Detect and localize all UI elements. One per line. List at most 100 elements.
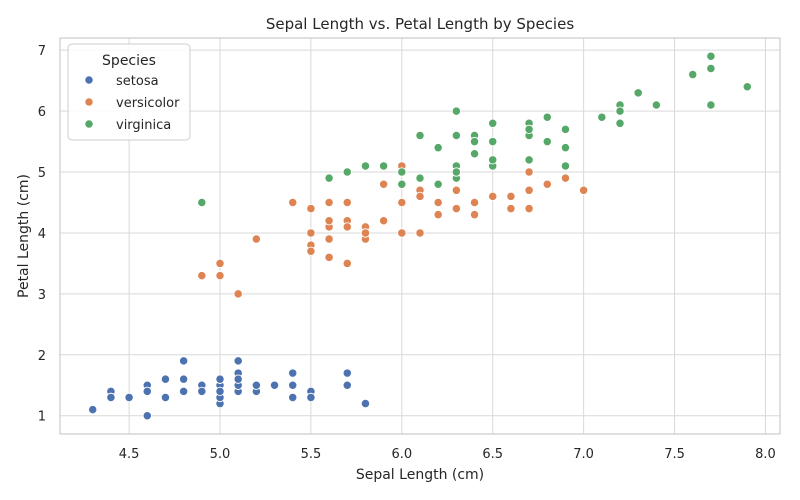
- data-point-virginica: [488, 136, 498, 147]
- data-point-versicolor: [506, 203, 516, 214]
- data-point-virginica: [651, 100, 662, 110]
- data-point-setosa: [124, 392, 134, 403]
- legend-label-virginica: virginica: [116, 118, 171, 133]
- data-point-versicolor: [578, 185, 589, 195]
- x-tick-label: 8.0: [755, 447, 776, 462]
- series-virginica: [197, 51, 752, 208]
- series-versicolor: [197, 161, 589, 299]
- x-axis-ticks: 4.5 5.0 5.5 6.0 6.5 7.0 7.5 8.0: [119, 447, 776, 462]
- data-point-versicolor: [433, 197, 443, 208]
- data-point-versicolor: [324, 216, 334, 226]
- data-point-virginica: [615, 118, 625, 128]
- data-point-virginica: [451, 106, 462, 116]
- data-point-versicolor: [215, 270, 225, 281]
- x-tick-label: 5.5: [301, 447, 322, 462]
- data-point-versicolor: [342, 197, 352, 208]
- data-point-virginica: [451, 167, 462, 177]
- data-point-versicolor: [197, 270, 207, 281]
- data-point-virginica: [415, 173, 425, 183]
- data-point-virginica: [597, 112, 607, 122]
- data-point-setosa: [233, 374, 243, 384]
- legend-marker-versicolor: [84, 97, 94, 107]
- x-tick-label: 6.5: [482, 447, 503, 462]
- data-point-setosa: [160, 392, 171, 403]
- legend-box: [67, 43, 191, 141]
- data-point-versicolor: [306, 246, 316, 256]
- data-point-virginica: [542, 136, 552, 147]
- legend-title: Species: [102, 53, 156, 69]
- data-point-versicolor: [378, 179, 389, 189]
- data-point-virginica: [451, 130, 462, 141]
- data-point-setosa: [233, 356, 243, 366]
- y-tick-label: 5: [38, 166, 46, 181]
- data-point-virginica: [488, 118, 498, 128]
- chart-title: Sepal Length vs. Petal Length by Species: [266, 15, 574, 33]
- data-point-versicolor: [451, 203, 462, 214]
- data-point-virginica: [378, 161, 389, 171]
- data-point-setosa: [288, 368, 298, 378]
- data-point-virginica: [469, 136, 480, 147]
- data-point-virginica: [560, 161, 571, 171]
- data-point-versicolor: [378, 216, 389, 226]
- data-point-setosa: [342, 368, 352, 378]
- grid-lines: [60, 38, 780, 434]
- data-point-virginica: [688, 69, 698, 80]
- data-point-versicolor: [524, 185, 534, 195]
- data-point-versicolor: [542, 179, 552, 189]
- data-point-versicolor: [397, 197, 407, 208]
- legend-label-versicolor: versicolor: [116, 96, 180, 111]
- x-tick-label: 7.0: [573, 447, 594, 462]
- data-point-virginica: [415, 130, 425, 141]
- data-point-setosa: [215, 374, 225, 384]
- data-point-setosa: [142, 386, 152, 397]
- data-point-versicolor: [397, 228, 407, 238]
- data-point-versicolor: [524, 203, 534, 214]
- y-tick-label: 2: [38, 349, 46, 364]
- legend-label-setosa: setosa: [116, 74, 159, 89]
- data-point-versicolor: [251, 234, 262, 244]
- data-point-virginica: [742, 82, 752, 92]
- data-point-versicolor: [524, 167, 534, 177]
- y-axis-ticks: 1 2 3 4 5 6 7: [38, 44, 46, 425]
- data-point-virginica: [324, 173, 334, 183]
- data-point-virginica: [524, 124, 534, 135]
- data-point-virginica: [615, 106, 625, 116]
- legend-marker-setosa: [84, 75, 94, 85]
- data-point-virginica: [633, 88, 643, 98]
- x-tick-label: 7.5: [664, 447, 685, 462]
- legend-entries: setosa versicolor virginica: [84, 74, 180, 133]
- data-point-setosa: [178, 374, 189, 384]
- data-point-versicolor: [469, 197, 480, 208]
- data-point-setosa: [288, 380, 298, 390]
- data-point-versicolor: [324, 234, 334, 244]
- y-tick-label: 7: [38, 44, 46, 59]
- y-axis-title: Petal Length (cm): [16, 174, 32, 298]
- data-point-versicolor: [215, 258, 225, 269]
- data-point-virginica: [433, 143, 443, 153]
- data-point-virginica: [706, 100, 716, 110]
- data-point-versicolor: [488, 191, 498, 202]
- legend-marker-virginica: [84, 119, 94, 129]
- data-point-virginica: [542, 112, 552, 122]
- data-point-setosa: [106, 392, 116, 403]
- data-point-setosa: [215, 386, 225, 397]
- data-point-versicolor: [233, 289, 243, 299]
- data-point-virginica: [488, 155, 498, 165]
- data-point-versicolor: [288, 197, 298, 208]
- data-point-versicolor: [469, 210, 480, 220]
- data-points: [88, 51, 752, 421]
- y-tick-label: 1: [38, 410, 46, 425]
- data-point-versicolor: [415, 191, 425, 202]
- data-point-virginica: [560, 143, 571, 153]
- data-point-setosa: [342, 380, 352, 390]
- data-point-versicolor: [306, 203, 316, 214]
- x-tick-label: 4.5: [119, 447, 140, 462]
- data-point-versicolor: [506, 191, 516, 202]
- data-point-virginica: [469, 149, 480, 159]
- data-point-versicolor: [560, 173, 571, 183]
- data-point-virginica: [524, 155, 534, 165]
- data-point-versicolor: [324, 252, 334, 262]
- data-point-setosa: [142, 411, 152, 421]
- data-point-setosa: [160, 374, 171, 384]
